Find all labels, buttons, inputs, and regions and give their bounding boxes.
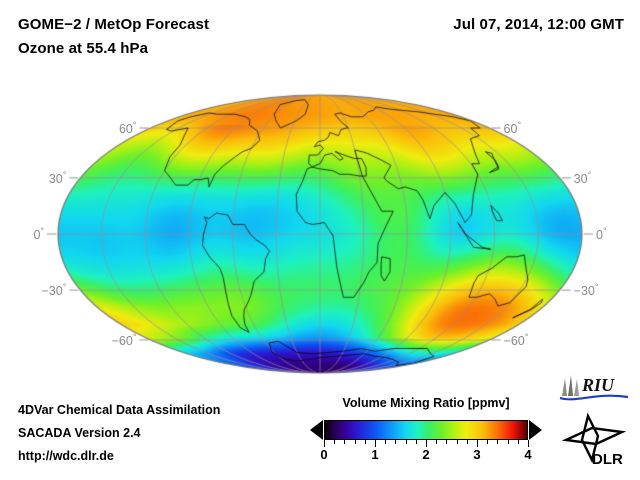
colorbar-ticks [324,440,529,447]
footer-line-assimilation: 4DVar Chemical Data Assimilation [18,403,221,417]
colorbar-tick-label: 1 [371,447,379,462]
dlr-wordmark: DLR [592,451,623,466]
colorbar-tick-minor [497,440,499,444]
colorbar-tick-label: 4 [524,447,532,462]
colorbar-tick-major [477,440,478,447]
colorbar-tick-minor [395,440,397,444]
lat-label-right-0: 0° [596,226,607,243]
lat-label-left-30: 30° [48,169,67,186]
lat-label-right-60: 60° [503,120,522,137]
colorbar-tick-minor [344,440,346,444]
riu-tower-icon [562,375,579,396]
colorbar-tick-label: 0 [320,447,328,462]
lat-label-left-m30: −30° [41,282,67,299]
lat-label-left-0: 0° [33,226,44,243]
riu-wordmark: RIU [581,375,615,395]
lat-label-right-m60: −60° [503,331,529,349]
riu-swoosh-icon [559,394,629,401]
colorbar: Volume Mixing Ratio [ppmv] 0 1 2 3 4 [310,396,542,470]
map-panel: 60° 30° 0° −30° −60° 60° 30° 0° −30° −60… [0,78,640,378]
colorbar-tick-labels: 0 1 2 3 4 [320,447,532,465]
colorbar-tick-minor [385,440,387,444]
colorbar-tick-minor [415,440,417,444]
colorbar-tick-major [375,440,376,447]
colorbar-tick-minor [517,440,519,444]
page-subtitle: Ozone at 55.4 hPa [18,40,149,57]
page-title: GOME−2 / MetOp Forecast [18,16,210,33]
footer-line-version: SACADA Version 2.4 [18,426,141,440]
colorbar-tick-major [426,440,427,447]
colorbar-tick-label: 3 [473,447,481,462]
colorbar-tick-minor [487,440,489,444]
colorbar-row [310,420,542,440]
ozone-map-canvas [0,78,640,378]
lat-label-right-30: 30° [573,169,592,186]
colorbar-tick-label: 2 [422,447,430,462]
lat-label-left-m60: −60° [111,331,137,349]
footer-line-url[interactable]: http://wdc.dlr.de [18,449,114,463]
colorbar-tick-minor [334,440,336,444]
colorbar-tick-minor [507,440,509,444]
colorbar-tick-major [324,440,325,447]
colorbar-tick-major [528,440,529,447]
colorbar-gradient [324,420,528,440]
colorbar-extend-high-arrow-icon [529,420,542,440]
dlr-logo: DLR [561,412,627,466]
riu-logo: RIU [559,375,629,401]
lat-label-left-60: 60° [118,120,137,137]
colorbar-tick-minor [354,440,356,444]
colorbar-title: Volume Mixing Ratio [ppmv] [342,396,510,410]
timestamp-label: Jul 07, 2014, 12:00 GMT [453,16,624,33]
colorbar-tick-minor [436,440,438,444]
colorbar-extend-low-arrow-icon [310,420,323,440]
dlr-mark-icon [561,412,627,464]
colorbar-tick-minor [446,440,448,444]
colorbar-tick-minor [456,440,458,444]
colorbar-tick-minor [364,440,366,444]
colorbar-tick-minor [466,440,468,444]
lat-label-right-m30: −30° [573,282,599,299]
colorbar-tick-minor [405,440,407,444]
